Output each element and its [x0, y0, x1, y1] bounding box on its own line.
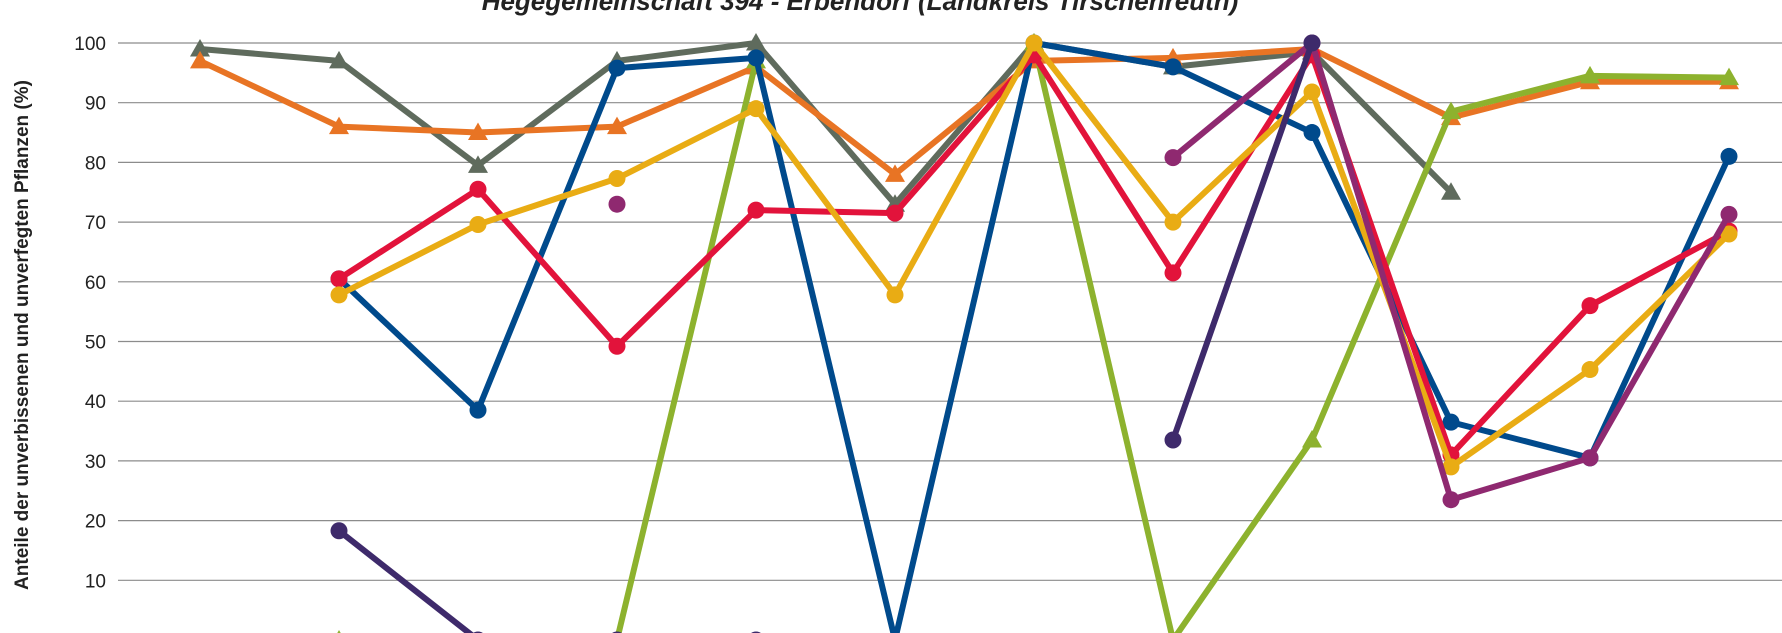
y-tick-label: 20: [85, 512, 106, 533]
data-point: [608, 59, 626, 77]
series-line: [1170, 40, 1315, 444]
data-point: [1719, 67, 1739, 86]
data-point: [1580, 65, 1600, 84]
data-point: [190, 38, 210, 57]
series-line: [336, 40, 1732, 470]
y-tick-label: 0: [95, 631, 106, 633]
data-point: [1171, 630, 1175, 633]
y-tick-label: 60: [85, 273, 106, 294]
data-point: [330, 522, 348, 540]
data-point: [1720, 205, 1738, 223]
data-point: [747, 49, 765, 67]
data-point: [1164, 264, 1182, 282]
data-point: [469, 401, 487, 419]
data-point: [1303, 34, 1321, 52]
data-point: [608, 337, 626, 355]
data-point: [886, 286, 904, 304]
data-point: [1025, 34, 1043, 52]
data-point: [469, 180, 487, 198]
data-point: [1442, 458, 1460, 476]
data-point: [329, 50, 349, 69]
data-point: [1441, 182, 1461, 200]
data-point: [337, 630, 341, 633]
data-point: [885, 164, 905, 182]
y-axis-ticks: 0 10 20 30 40 50 60 70 80 90 100: [74, 34, 106, 633]
y-tick-label: 30: [85, 452, 106, 473]
y-tick-label: 70: [85, 213, 106, 234]
data-point: [1441, 101, 1461, 120]
data-point: [1442, 413, 1460, 431]
series-8: [330, 34, 1321, 633]
series-line: [336, 527, 474, 633]
data-point: [1303, 124, 1321, 142]
y-axis-label: Anteile der unverbissenen und unverfegte…: [12, 80, 33, 590]
data-point: [747, 100, 765, 118]
y-tick-label: 100: [74, 34, 106, 55]
data-point: [468, 122, 488, 141]
data-point: [330, 286, 348, 304]
data-point: [469, 215, 487, 233]
data-point: [1581, 449, 1599, 467]
data-point: [1303, 83, 1321, 101]
data-point: [607, 116, 627, 135]
data-point: [608, 170, 626, 188]
series-4: [330, 34, 1738, 633]
y-tick-label: 10: [85, 571, 106, 592]
data-point: [1164, 58, 1182, 76]
series-6: [330, 34, 1738, 476]
data-point: [468, 155, 488, 173]
series-2: [190, 38, 1739, 182]
data-point: [608, 195, 626, 213]
y-tick-label: 80: [85, 153, 106, 174]
y-tick-label: 50: [85, 333, 106, 354]
data-point: [190, 50, 210, 69]
data-point: [329, 116, 349, 135]
series-layer: [190, 33, 1739, 633]
data-point: [1302, 430, 1322, 448]
series-3: [337, 33, 1739, 633]
data-point: [1442, 491, 1460, 509]
data-point: [746, 33, 766, 51]
y-tick-label: 40: [85, 392, 106, 413]
data-point: [1164, 149, 1182, 167]
data-point: [1164, 213, 1182, 231]
data-point: [1581, 297, 1599, 315]
data-point: [886, 204, 904, 222]
series-line: [197, 45, 1732, 178]
y-tick-label: 90: [85, 94, 106, 115]
data-point: [1164, 431, 1182, 449]
data-point: [1720, 147, 1738, 165]
data-point: [747, 201, 765, 219]
series-line: [615, 57, 759, 633]
data-point: [330, 270, 348, 288]
grid-layer: [118, 42, 1782, 581]
data-point: [1720, 225, 1738, 243]
chart-title: Hegegemeinschaft 394 - Erbendorf (Landkr…: [482, 0, 1239, 16]
data-point: [1581, 361, 1599, 379]
